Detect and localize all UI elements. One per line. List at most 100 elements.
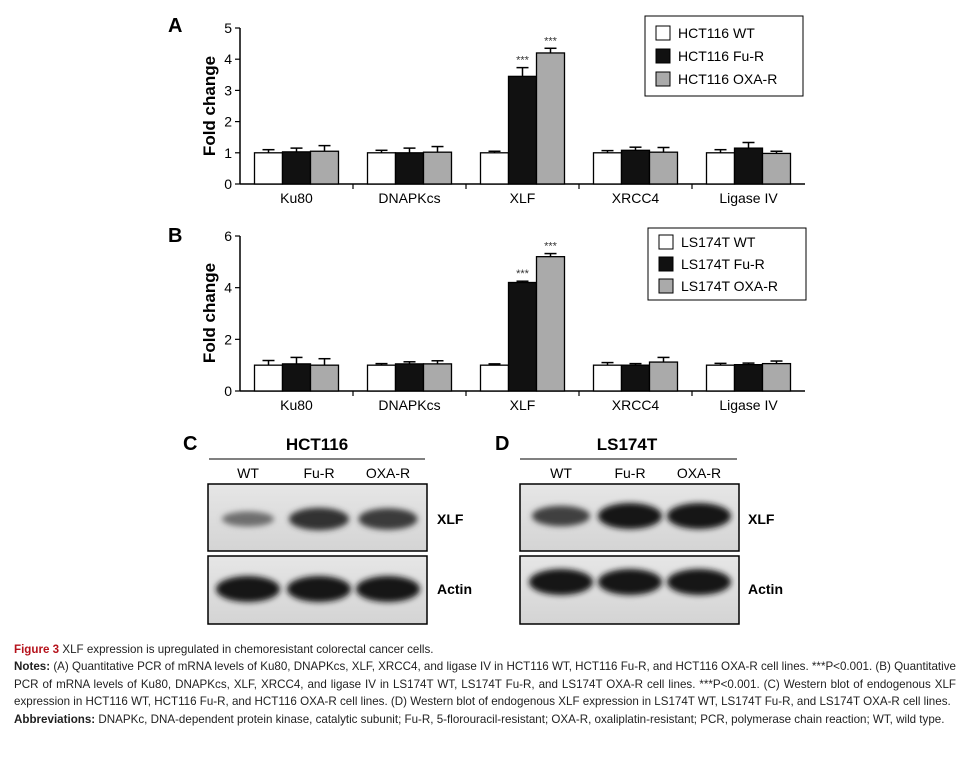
- bar: [620, 149, 651, 185]
- y-axis-label: Fold change: [200, 263, 219, 363]
- panel-letter-d: D: [495, 433, 509, 455]
- x-tick-label: Ku80: [280, 190, 313, 206]
- y-axis-label: Fold change: [200, 56, 219, 156]
- blot-protein-label: XLF: [437, 511, 464, 527]
- bar: [620, 364, 651, 392]
- protein-band: [289, 507, 349, 531]
- bar: [394, 363, 425, 392]
- legend: HCT116 WT HCT116 Fu-R HCT116 OXA-R: [644, 15, 804, 97]
- legend-label: LS174T Fu-R: [681, 256, 765, 272]
- bar: [366, 152, 397, 185]
- blot-title: LS174T: [597, 435, 658, 454]
- legend-swatch-fur: [655, 48, 671, 64]
- legend-frame: [647, 227, 807, 301]
- lane-label: OXA-R: [677, 465, 721, 481]
- figure-label: Figure 3: [14, 643, 60, 656]
- legend-swatch-wt: [658, 234, 674, 250]
- bar: [507, 75, 538, 185]
- significance-marker: ***: [544, 241, 558, 253]
- caption-title-line: Figure 3 XLF expression is upregulated i…: [14, 641, 956, 658]
- bar: [705, 152, 736, 185]
- y-tick-label: 0: [224, 383, 232, 399]
- y-tick-label: 2: [224, 331, 232, 347]
- protein-band: [287, 576, 351, 602]
- y-tick-label: 4: [224, 51, 232, 67]
- blot-protein-label: Actin: [437, 581, 472, 597]
- bar: [253, 152, 284, 185]
- significance-marker: ***: [516, 55, 530, 67]
- bar: [309, 364, 340, 392]
- bar: [281, 363, 312, 392]
- bar: [253, 364, 284, 392]
- bar: [479, 152, 510, 185]
- protein-band: [222, 511, 274, 527]
- protein-band: [216, 576, 280, 602]
- y-tick-label: 3: [224, 82, 232, 98]
- caption-notes: Notes: (A) Quantitative PCR of mRNA leve…: [14, 658, 956, 710]
- bar: [422, 363, 453, 392]
- figure-caption: Figure 3 XLF expression is upregulated i…: [14, 641, 956, 728]
- bar: [705, 364, 736, 392]
- legend-label: LS174T WT: [681, 234, 756, 250]
- legend-label: HCT116 Fu-R: [678, 48, 764, 64]
- bar: [648, 361, 679, 392]
- x-tick-label: Ligase IV: [719, 190, 778, 206]
- bar: [309, 150, 340, 185]
- blot-protein-label: XLF: [748, 511, 775, 527]
- bar: [648, 151, 679, 185]
- protein-band: [529, 569, 593, 595]
- lane-label: WT: [237, 465, 259, 481]
- bar: [281, 151, 312, 185]
- abbreviations-label: Abbreviations:: [14, 712, 96, 726]
- protein-band: [598, 503, 662, 529]
- y-tick-label: 4: [224, 280, 232, 296]
- bar: [366, 364, 397, 392]
- bar: [479, 364, 510, 392]
- abbreviations-text: DNAPKc, DNA-dependent protein kinase, ca…: [98, 712, 945, 726]
- protein-band: [532, 505, 590, 527]
- legend-swatch-wt: [655, 25, 671, 41]
- bar: [592, 152, 623, 185]
- significance-marker: ***: [516, 268, 530, 280]
- panel-letter-a: A: [168, 15, 182, 37]
- x-tick-label: DNAPKcs: [378, 190, 440, 206]
- x-tick-label: DNAPKcs: [378, 397, 440, 413]
- y-tick-label: 1: [224, 145, 232, 161]
- bar: [761, 362, 792, 392]
- bar: [535, 52, 566, 185]
- legend-swatch-oxar: [655, 71, 671, 87]
- legend-frame: [644, 15, 804, 97]
- lane-label: Fu-R: [614, 465, 645, 481]
- bar: [507, 281, 538, 392]
- chart-panel-a: A Fold change HCT116 WT HCT116 Fu-R HCT1…: [168, 15, 805, 206]
- legend-label: LS174T OXA-R: [681, 278, 778, 294]
- legend-label: HCT116 WT: [678, 25, 755, 41]
- bar: [394, 152, 425, 185]
- lane-label: WT: [550, 465, 572, 481]
- x-tick-label: XLF: [510, 397, 536, 413]
- y-tick-label: 6: [224, 228, 232, 244]
- lane-label: OXA-R: [366, 465, 410, 481]
- y-tick-label: 5: [224, 20, 232, 36]
- bar: [422, 151, 453, 185]
- notes-text: (A) Quantitative PCR of mRNA levels of K…: [14, 660, 956, 709]
- panel-letter-b: B: [168, 225, 182, 247]
- x-tick-label: Ku80: [280, 397, 313, 413]
- x-tick-label: XRCC4: [612, 190, 660, 206]
- panel-letter-c: C: [183, 433, 197, 455]
- x-tick-label: Ligase IV: [719, 397, 778, 413]
- bar: [535, 256, 566, 392]
- legend: LS174T WT LS174T Fu-R LS174T OXA-R: [647, 227, 807, 301]
- western-blot-panel-c: C HCT116 WT Fu-R OXA-R XLF Actin: [183, 433, 472, 625]
- y-tick-label: 0: [224, 176, 232, 192]
- protein-band: [356, 576, 420, 602]
- figure-title: XLF expression is upregulated in chemore…: [62, 643, 434, 656]
- bar: [592, 364, 623, 392]
- blot-protein-label: Actin: [748, 581, 783, 597]
- figure-canvas: A Fold change HCT116 WT HCT116 Fu-R HCT1…: [168, 15, 807, 625]
- legend-label: HCT116 OXA-R: [678, 71, 777, 87]
- blot-title: HCT116: [286, 435, 348, 454]
- chart-panel-b: B Fold change LS174T WT LS174T Fu-R LS17…: [168, 225, 807, 413]
- x-tick-label: XLF: [510, 190, 536, 206]
- protein-band: [667, 569, 731, 595]
